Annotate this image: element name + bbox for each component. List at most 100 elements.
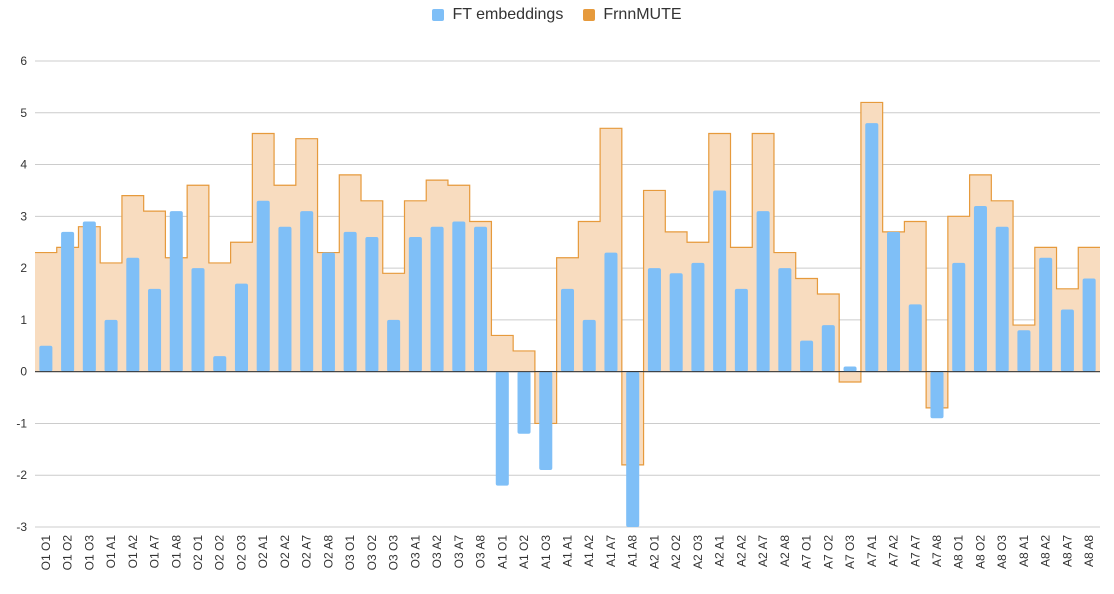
- x-tick-label: O2 A8: [321, 535, 335, 569]
- x-tick-label: A8 A1: [1017, 535, 1031, 567]
- y-tick-label: 1: [20, 313, 27, 327]
- x-tick-label: A7 O1: [800, 535, 814, 569]
- bar-ft-embeddings: [169, 211, 183, 372]
- x-tick-label: O1 A1: [104, 535, 118, 569]
- frnnmute-area: [35, 102, 1100, 465]
- legend-item-frnnmute[interactable]: FrnnMUTE: [583, 6, 682, 24]
- y-tick-label: 4: [20, 158, 27, 172]
- x-tick-label: A7 O2: [821, 535, 835, 569]
- y-tick-label: 3: [20, 209, 27, 223]
- x-tick-label: A1 A2: [582, 535, 596, 567]
- bar-ft-embeddings: [647, 268, 661, 372]
- legend: FT embeddings FrnnMUTE: [0, 6, 1114, 24]
- bar-ft-embeddings: [1017, 330, 1031, 372]
- x-tick-label: O3 A8: [474, 535, 488, 569]
- x-tick-label: A1 O1: [495, 535, 509, 569]
- legend-label-frnnmute: FrnnMUTE: [603, 6, 682, 23]
- x-tick-label: O2 A1: [256, 535, 270, 569]
- bar-ft-embeddings: [343, 231, 357, 372]
- x-tick-label: A1 A7: [604, 535, 618, 567]
- x-tick-label: A1 A8: [626, 535, 640, 567]
- bar-ft-embeddings: [669, 273, 683, 372]
- x-tick-label: A2 O3: [691, 535, 705, 569]
- x-tick-label: O1 A8: [169, 535, 183, 569]
- x-tick-label: O1 A2: [126, 535, 140, 569]
- x-tick-label: A8 O2: [973, 535, 987, 569]
- bar-ft-embeddings: [1039, 257, 1053, 372]
- bar-ft-embeddings: [952, 262, 966, 372]
- bar-ft-embeddings: [821, 325, 835, 372]
- y-tick-label: -1: [16, 416, 27, 430]
- bar-ft-embeddings: [452, 221, 466, 372]
- bar-ft-embeddings: [365, 237, 379, 372]
- bar-ft-embeddings: [234, 283, 248, 372]
- x-tick-label: A8 O1: [952, 535, 966, 569]
- x-tick-label: O2 O3: [234, 535, 248, 571]
- bar-ft-embeddings: [387, 319, 401, 372]
- y-tick-label: -3: [16, 520, 27, 534]
- x-tick-label: O3 A2: [430, 535, 444, 569]
- bar-ft-embeddings: [82, 221, 96, 372]
- x-tick-label: A2 A1: [713, 535, 727, 567]
- y-tick-label: -2: [16, 468, 27, 482]
- bar-ft-embeddings: [800, 340, 814, 372]
- bar-ft-embeddings: [1060, 309, 1074, 372]
- y-tick-label: 2: [20, 261, 27, 275]
- x-tick-label: A8 A8: [1082, 535, 1096, 567]
- y-tick-label: 5: [20, 106, 27, 120]
- bar-ft-embeddings: [582, 319, 596, 372]
- x-tick-label: A7 A8: [930, 535, 944, 567]
- x-tick-label: O3 A1: [408, 535, 422, 569]
- x-tick-label: A7 A2: [887, 535, 901, 567]
- x-tick-label: A8 A2: [1039, 535, 1053, 567]
- x-tick-label: A1 O2: [517, 535, 531, 569]
- x-tick-label: A2 A8: [778, 535, 792, 567]
- bar-ft-embeddings: [908, 304, 922, 372]
- legend-item-ft-embeddings[interactable]: FT embeddings: [432, 6, 563, 24]
- x-tick-label: A2 O1: [647, 535, 661, 569]
- bar-ft-embeddings: [973, 205, 987, 372]
- bar-ft-embeddings: [278, 226, 292, 372]
- bar-ft-embeddings: [626, 371, 640, 527]
- x-tick-label: A7 A1: [865, 535, 879, 567]
- x-tick-label: A8 A7: [1060, 535, 1074, 567]
- bar-ft-embeddings: [61, 231, 75, 372]
- bar-ft-embeddings: [1082, 278, 1096, 372]
- bar-ft-embeddings: [495, 371, 509, 486]
- x-tick-label: A2 A7: [756, 535, 770, 567]
- bar-ft-embeddings: [756, 211, 770, 372]
- bar-ft-embeddings: [517, 371, 531, 434]
- bar-ft-embeddings: [887, 231, 901, 372]
- bar-ft-embeddings: [474, 226, 488, 372]
- bar-ft-embeddings: [539, 371, 553, 471]
- x-tick-label: O2 A7: [300, 535, 314, 569]
- bar-ft-embeddings: [604, 252, 618, 372]
- x-tick-label: A8 O3: [995, 535, 1009, 569]
- bar-ft-embeddings: [778, 268, 792, 372]
- bar-ft-embeddings: [104, 319, 118, 372]
- y-tick-label: 6: [20, 54, 27, 68]
- legend-swatch-frnnmute: [583, 9, 596, 21]
- x-tick-label: O3 O1: [343, 535, 357, 571]
- x-tick-label: A1 O3: [539, 535, 553, 569]
- bar-ft-embeddings: [213, 356, 227, 372]
- bar-ft-embeddings: [39, 345, 53, 372]
- bar-ft-embeddings: [408, 237, 422, 372]
- x-tick-label: O3 O2: [365, 535, 379, 571]
- x-tick-label: A7 A7: [908, 535, 922, 567]
- x-tick-label: A7 O3: [843, 535, 857, 569]
- bar-ft-embeddings: [300, 211, 314, 372]
- x-tick-label: O1 O2: [61, 535, 75, 571]
- x-tick-label: O3 A7: [452, 535, 466, 569]
- legend-label-ft-embeddings: FT embeddings: [452, 6, 564, 23]
- bar-ft-embeddings: [560, 288, 575, 372]
- bar-ft-embeddings: [321, 252, 335, 372]
- x-tick-label: O2 O1: [191, 535, 205, 571]
- bar-ft-embeddings: [995, 226, 1009, 372]
- x-tick-label: O2 O2: [213, 535, 227, 571]
- x-tick-label: O1 O1: [39, 535, 53, 571]
- y-tick-label: 0: [20, 365, 27, 379]
- bar-ft-embeddings: [691, 262, 705, 372]
